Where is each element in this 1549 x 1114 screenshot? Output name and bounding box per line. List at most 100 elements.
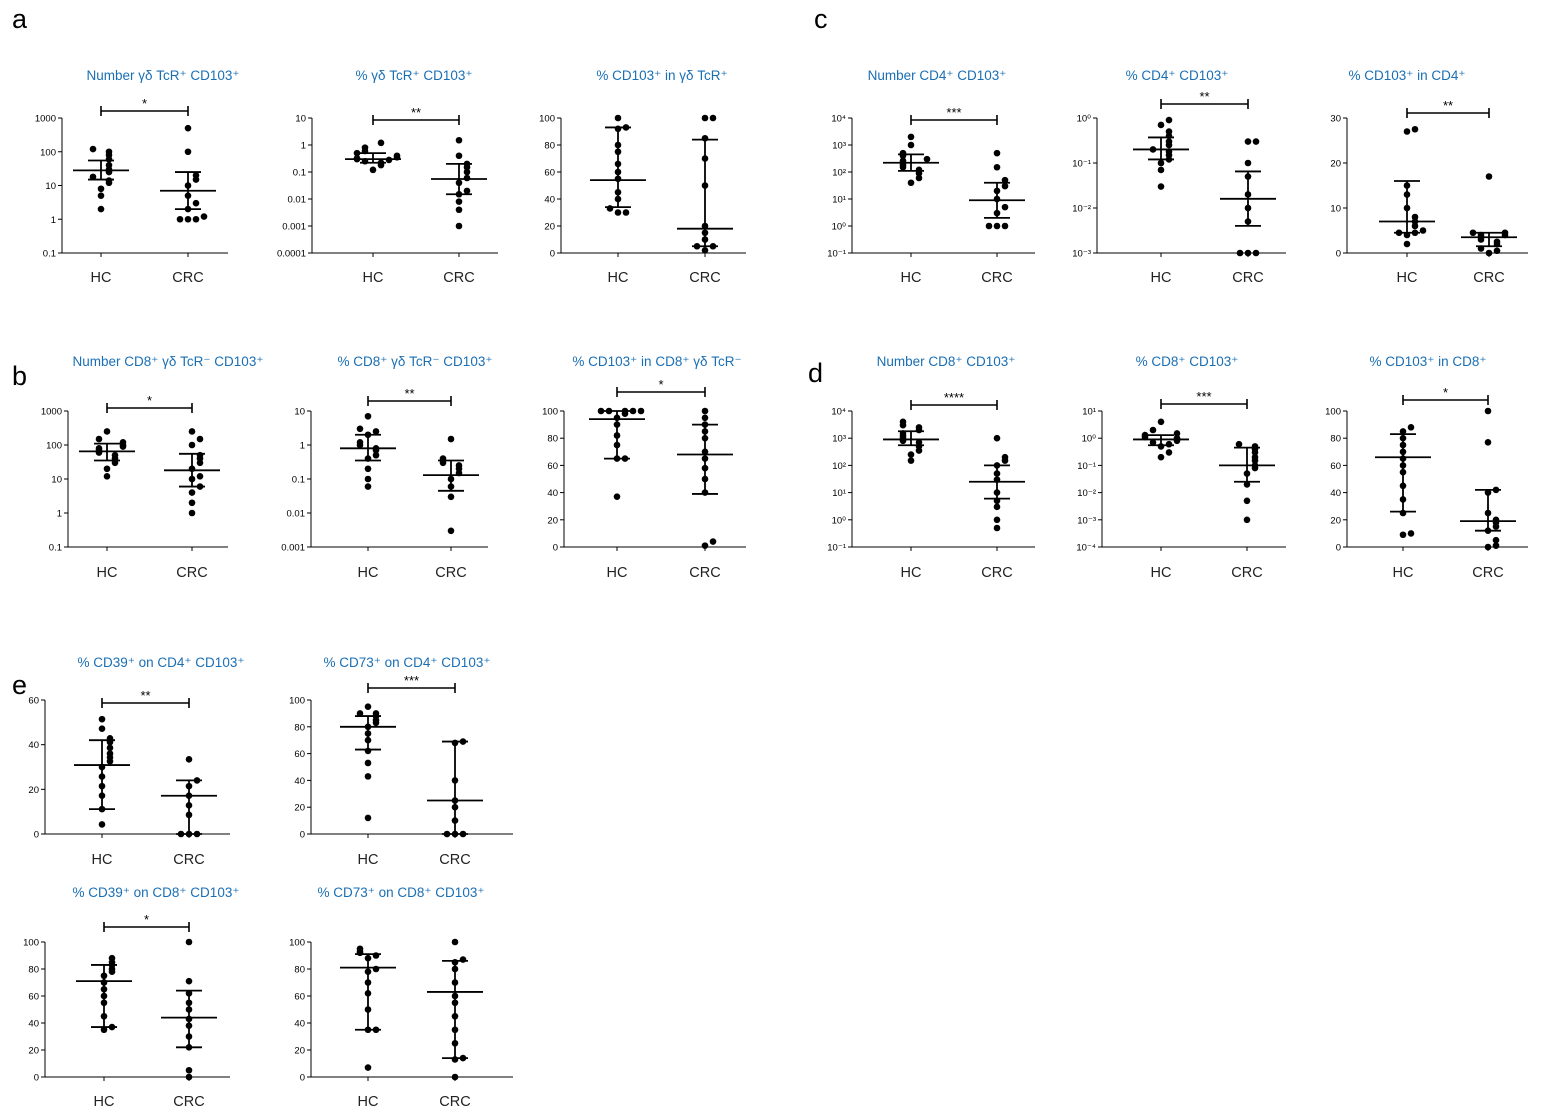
data-point [103,473,111,480]
data-point [108,1023,116,1031]
data-point [1485,249,1493,257]
data-point [1251,453,1259,461]
data-point [614,148,622,156]
data-point [364,465,372,473]
y-tick-label: 10 [1330,204,1341,215]
data-point [196,483,204,490]
data-point [364,1006,372,1013]
data-point [701,134,709,142]
data-point [372,952,380,959]
data-point [393,152,401,160]
chart-title: % CD73⁺ on CD4⁺ CD103⁺ [324,655,491,670]
y-tick-label: 0 [1336,249,1341,260]
data-point [1001,182,1009,190]
data-point [614,168,622,176]
data-point [993,163,1001,171]
y-tick-label: 10⁻¹ [827,543,846,554]
data-point [899,149,907,157]
data-point [993,222,1001,230]
data-point [701,407,709,415]
data-point [637,407,645,415]
y-tick-label: 100 [542,407,558,418]
chart-b-3: Number CD8⁺ γδ TcR⁻ CD103⁺ 0.1 1 10 100 1000 H… [41,354,264,581]
data-point [364,723,372,731]
x-category-label: HC [94,1094,115,1110]
data-point [451,1012,459,1020]
y-tick-label: 10² [832,461,846,472]
y-tick-label: 0.001 [281,543,305,554]
y-tick-label: 10⁻¹ [1077,461,1096,472]
data-point [993,489,1001,496]
significance-stars: ** [1443,98,1453,113]
data-point [613,414,621,422]
data-point [451,992,459,1000]
data-point [97,205,105,213]
data-point [105,148,113,156]
data-point [98,821,106,828]
data-point [614,114,622,122]
data-point [451,1056,459,1063]
data-point [447,493,455,501]
data-point [1399,509,1407,517]
x-category-label: CRC [443,270,474,286]
data-point [1243,470,1251,477]
data-point [1484,543,1492,551]
data-point [1399,441,1407,449]
x-category-label: CRC [1472,565,1503,581]
data-point [364,475,372,483]
data-point [915,174,923,182]
data-point [597,407,605,415]
data-point [451,817,459,824]
data-point [364,455,372,462]
chart-title: % CD103⁺ in CD8⁺ [1369,354,1486,369]
y-tick-label: 0 [300,830,305,841]
x-category-label: HC [1397,270,1418,286]
x-category-label: HC [92,852,113,868]
data-point [184,124,192,132]
data-point [455,206,463,214]
panel-label-b: b [12,361,27,391]
data-point [185,1006,193,1013]
data-point [993,524,1001,532]
data-point [701,489,709,496]
data-point [1403,128,1411,135]
data-point [193,777,201,784]
data-point [1001,222,1009,230]
data-point [993,476,1001,483]
data-point [629,407,637,415]
data-point [1165,138,1173,145]
data-point [185,990,193,997]
chart-d-9: Number CD8⁺ CD103⁺ 10⁻¹ 10⁰ 10¹ 10² 10³ 10⁴ HC C… [827,354,1035,581]
data-point [709,538,717,545]
chart-title: Number γδ TcR⁺ CD103⁺ [86,68,239,83]
data-point [1251,443,1259,450]
data-point [185,1033,193,1040]
data-point [98,725,106,733]
data-point [1243,497,1251,505]
data-point [993,497,1001,505]
y-tick-label: 40 [1330,488,1341,499]
chart-a-1: % γδ TcR⁺ CD103⁺ 0.0001 0.001 0.01 0.1 1 10 HC C… [277,68,498,286]
y-tick-label: 10⁰ [832,515,847,526]
data-point [693,242,701,250]
y-tick-label: 10¹ [1082,407,1096,418]
significance-stars: *** [404,673,419,688]
data-point [185,1044,193,1051]
data-point [1492,542,1500,549]
data-point [185,801,193,809]
y-tick-label: 0.1 [292,475,305,486]
data-point [1484,527,1492,534]
data-point [614,160,622,168]
data-point [364,431,372,439]
data-point [614,141,622,149]
data-point [98,715,106,723]
data-point [1411,229,1419,237]
data-point [111,451,119,459]
chart-title: % CD39⁺ on CD8⁺ CD103⁺ [73,885,240,900]
data-point [356,425,364,433]
data-point [447,475,455,483]
x-category-label: HC [901,270,922,286]
significance-stars: * [1443,385,1448,400]
data-point [1243,516,1251,524]
y-tick-label: 10⁻² [1072,204,1091,215]
